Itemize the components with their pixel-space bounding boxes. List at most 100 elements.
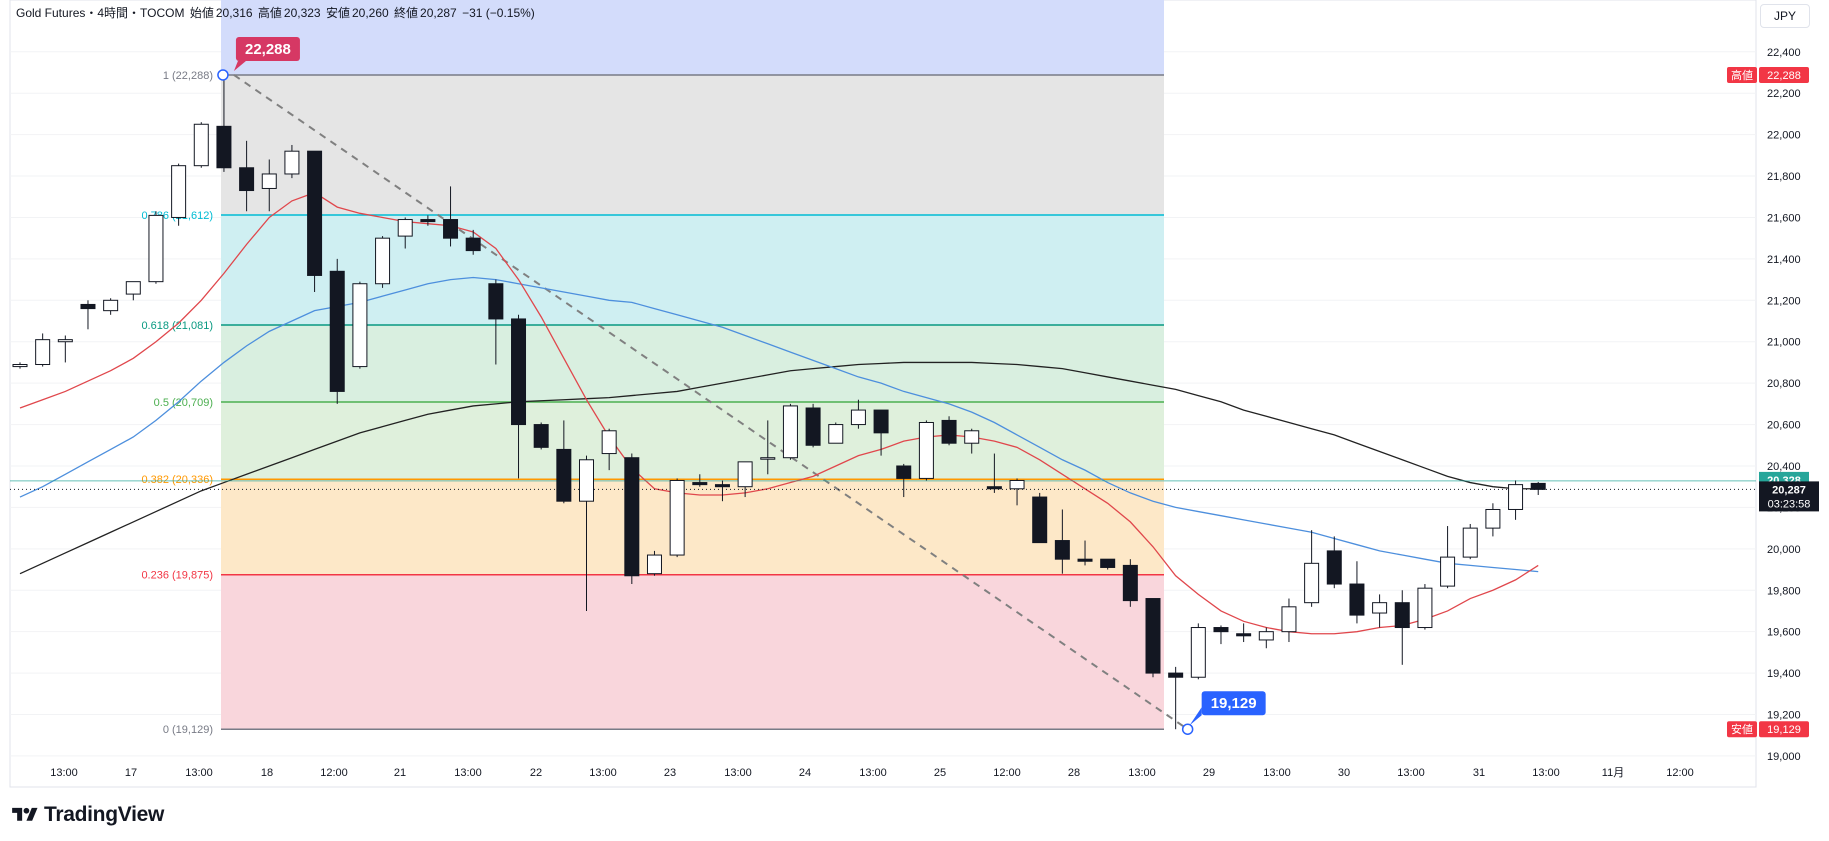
candle-body [737,461,753,488]
candle [193,122,209,168]
x-tick-label: 22 [530,767,542,779]
candle-body [1530,482,1546,490]
candle [737,461,753,498]
y-tick-label: 22,400 [1767,47,1801,59]
candle [35,333,51,367]
candle [1100,558,1116,570]
high-tag-value: 22,288 [1767,70,1801,82]
high-tag-title: 高値 [1731,68,1753,82]
swing-low-label: 19,129 [1211,695,1257,712]
fib-zone-top [221,0,1164,75]
candle [533,422,549,450]
countdown-timer: 03:23:58 [1768,498,1811,510]
candle-body [1145,598,1161,674]
change-value: −31 (−0.15%) [462,6,535,20]
high-label: 高値 [257,6,282,20]
candle-body [601,430,617,455]
y-tick-label: 22,200 [1767,88,1801,100]
candle-body [986,486,1002,490]
candle [601,428,617,471]
x-tick-label: 25 [934,767,946,779]
tradingview-logo-icon [12,807,38,821]
open-value: 20,316 [215,6,253,20]
currency-button[interactable]: JPY [1760,4,1810,28]
y-tick-label: 21,800 [1767,171,1801,183]
candle [986,453,1002,493]
x-tick-label: 13:00 [859,767,887,779]
x-tick-label: 28 [1068,767,1080,779]
y-tick-label: 22,000 [1767,130,1801,142]
x-tick-label: 13:00 [724,767,752,779]
candle [692,474,708,487]
candle [284,144,300,179]
candle-body [1077,558,1093,562]
candle-body [714,484,730,488]
last-price-tag-bg [1759,481,1819,512]
candle-body [1508,484,1524,510]
candle [307,150,323,293]
candle [12,362,28,369]
candle-body [782,405,798,459]
candle-body [125,281,141,295]
candle [1508,480,1524,520]
ma-blue-line [19,276,1539,573]
candle [420,215,436,226]
candle [941,416,957,446]
fib-level-label: 0 (19,129) [163,724,213,736]
candle-body [1009,479,1025,490]
fib-zone [221,479,1164,575]
x-tick-label: 11月 [1602,767,1624,779]
candle [57,335,73,363]
x-tick-label: 12:00 [993,767,1021,779]
candle [828,422,844,444]
candle-body [873,409,889,434]
symbol-name[interactable]: Gold Futures・4時間・TOCOM [16,6,185,20]
y-tick-label: 21,600 [1767,212,1801,224]
x-tick-label: 18 [261,767,273,779]
candle-body [1190,627,1206,678]
low-value: 20,260 [351,6,389,20]
candle-body [193,123,209,167]
high-value: 20,323 [283,6,321,20]
candle-body [420,219,436,223]
tradingview-logo[interactable]: TradingView [10,803,164,827]
x-tick-label: 13:00 [589,767,617,779]
candle-body [1394,602,1410,629]
candle [125,281,141,301]
candle [1009,478,1025,506]
candle-body [1236,633,1252,637]
candle-body [918,421,934,479]
candle-body [805,407,821,446]
candle [1190,623,1206,680]
candle-body [1122,564,1138,602]
candle [624,453,640,585]
x-tick-label: 13:00 [454,767,482,779]
candle [805,403,821,448]
candle [329,258,345,404]
candle-body [171,165,187,218]
candle [1258,627,1274,649]
swing-high-badge-pointer [233,60,246,71]
candle [1440,526,1456,589]
trend-line [233,74,1189,731]
candle [1394,590,1410,665]
candle [1485,503,1501,537]
x-tick-label: 13:00 [50,767,78,779]
swing-low-badge [1201,691,1266,716]
low-tag-value: 19,129 [1767,724,1801,736]
candle [511,314,527,479]
ma-black-line [19,361,1539,575]
candle-body [1326,550,1342,585]
candle-body [941,419,957,444]
candle-body [669,479,685,556]
candle-body [760,457,776,460]
close-value: 20,287 [420,6,457,20]
candle-body [239,167,255,192]
candle [1122,559,1138,607]
swing-low-badge-pointer [1189,707,1202,726]
candle [1304,530,1320,607]
candle-body [1032,496,1048,544]
candle [714,480,730,502]
low-tag-title: 安値 [1731,722,1753,736]
